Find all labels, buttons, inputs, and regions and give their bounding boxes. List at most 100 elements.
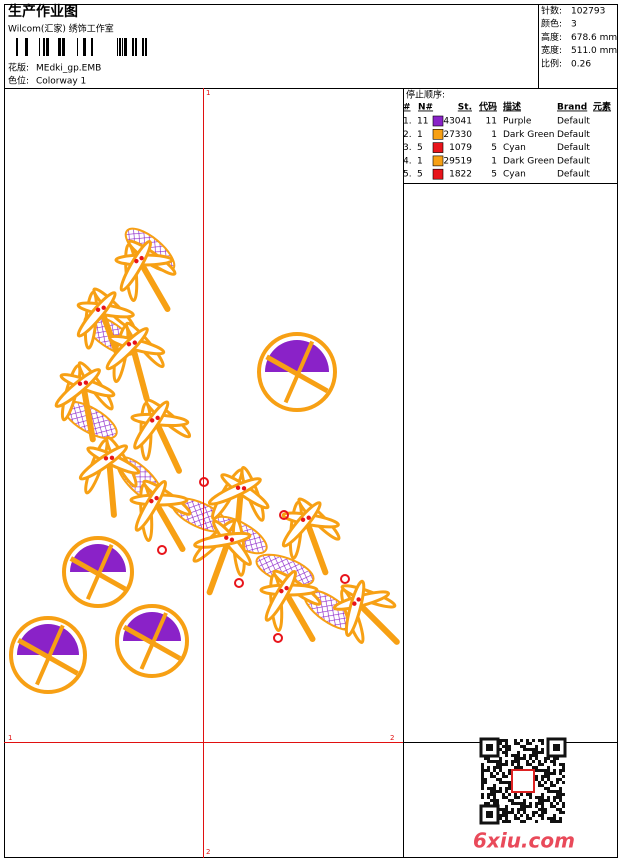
qr-cell: [556, 808, 559, 811]
dragonfly-eye: [284, 585, 289, 591]
qr-cell: [517, 817, 520, 820]
red-ring: [340, 574, 350, 584]
qr-cell: [559, 796, 562, 799]
barcode-bar: [16, 38, 18, 56]
qr-cell: [484, 802, 487, 805]
barcode-bar: [117, 38, 118, 56]
page-border: [4, 4, 618, 858]
qr-cell: [514, 802, 517, 805]
qr-cell: [505, 814, 508, 817]
qr-cell: [493, 799, 496, 802]
cell-index: 5.: [403, 170, 412, 180]
qr-cell: [499, 739, 502, 742]
qr-cell: [547, 769, 550, 772]
qr-cell: [535, 769, 538, 772]
qr-cell: [553, 763, 556, 766]
qr-cell: [505, 751, 508, 754]
qr-cell: [487, 787, 490, 790]
qr-cell: [553, 784, 556, 787]
qr-cell: [535, 766, 538, 769]
qr-cell: [547, 772, 550, 775]
qr-cell: [529, 793, 532, 796]
qr-cell: [490, 775, 493, 778]
dragonfly-body: [354, 599, 400, 645]
cell-brand: Default: [557, 130, 590, 140]
qr-cell: [535, 802, 538, 805]
qr-cell: [541, 817, 544, 820]
qr-cell: [520, 814, 523, 817]
stitch: [35, 624, 65, 686]
qr-finder: [486, 811, 493, 818]
dragonfly-eye: [235, 485, 241, 490]
qr-cell: [505, 742, 508, 745]
qr-cell: [505, 745, 508, 748]
qr-cell: [532, 751, 535, 754]
barcode-bar: [124, 38, 127, 56]
cell-index: 4.: [403, 156, 412, 166]
qr-cell: [529, 805, 532, 808]
qr-cell: [550, 802, 553, 805]
dragonfly-body: [137, 258, 171, 312]
barcode-bar: [119, 38, 121, 56]
dragonfly-body: [152, 498, 186, 552]
qr-cell: [499, 742, 502, 745]
qr-cell: [559, 778, 562, 781]
qr-cell: [481, 766, 484, 769]
cell-index: 3.: [403, 143, 412, 153]
dragonfly-eye: [224, 535, 229, 540]
stat-label: 针数:: [541, 5, 562, 17]
qr-cell: [535, 757, 538, 760]
qr-cell: [493, 796, 496, 799]
qr-cell: [508, 745, 511, 748]
qr-cell: [487, 769, 490, 772]
qr-cell: [499, 778, 502, 781]
qr-cell: [562, 766, 565, 769]
dragonfly-body: [129, 342, 150, 402]
dragonfly: [78, 435, 141, 518]
qr-cell: [559, 763, 562, 766]
qr-cell: [526, 817, 529, 820]
barcode-bar: [77, 38, 78, 56]
qr-cell: [538, 802, 541, 805]
qr-cell: [505, 763, 508, 766]
qr-cell: [511, 760, 514, 763]
qr-cell: [541, 799, 544, 802]
qr-cell: [535, 796, 538, 799]
dragonfly-wing: [78, 444, 129, 481]
qr-cell: [523, 754, 526, 757]
barcode-bar: [135, 38, 137, 56]
qr-cell: [556, 790, 559, 793]
qr-cell: [496, 778, 499, 781]
qr-cell: [535, 811, 538, 814]
qr-cell: [496, 802, 499, 805]
qr-cell: [505, 811, 508, 814]
qr-cell: [541, 814, 544, 817]
stat-value: 678.6 mm: [571, 33, 617, 43]
qr-cell: [535, 820, 538, 823]
qr-cell: [514, 757, 517, 760]
qr-cell: [556, 793, 559, 796]
qr-cell: [517, 766, 520, 769]
qr-cell: [508, 799, 511, 802]
qr-cell: [529, 817, 532, 820]
dragonfly: [192, 517, 252, 596]
dragonfly: [281, 497, 341, 576]
qr-cell: [520, 745, 523, 748]
dragonfly-eye: [241, 486, 247, 491]
qr-cell: [544, 775, 547, 778]
qr-cell: [514, 742, 517, 745]
dragonfly: [105, 321, 166, 402]
studio: Wilcom(汇家) 绣饰工作室: [8, 23, 114, 35]
cell-brand: Default: [557, 170, 590, 180]
dragonfly-body: [282, 588, 316, 642]
dragonfly-eye: [139, 255, 144, 261]
cell-needle: 5: [417, 143, 423, 153]
qr-cell: [499, 790, 502, 793]
qr-cell: [547, 817, 550, 820]
qr-cell: [541, 784, 544, 787]
color-swatch: [432, 129, 444, 140]
qr-cell: [529, 742, 532, 745]
qr-cell: [481, 772, 484, 775]
qr-cell: [550, 760, 553, 763]
color-swatch: [432, 115, 444, 127]
